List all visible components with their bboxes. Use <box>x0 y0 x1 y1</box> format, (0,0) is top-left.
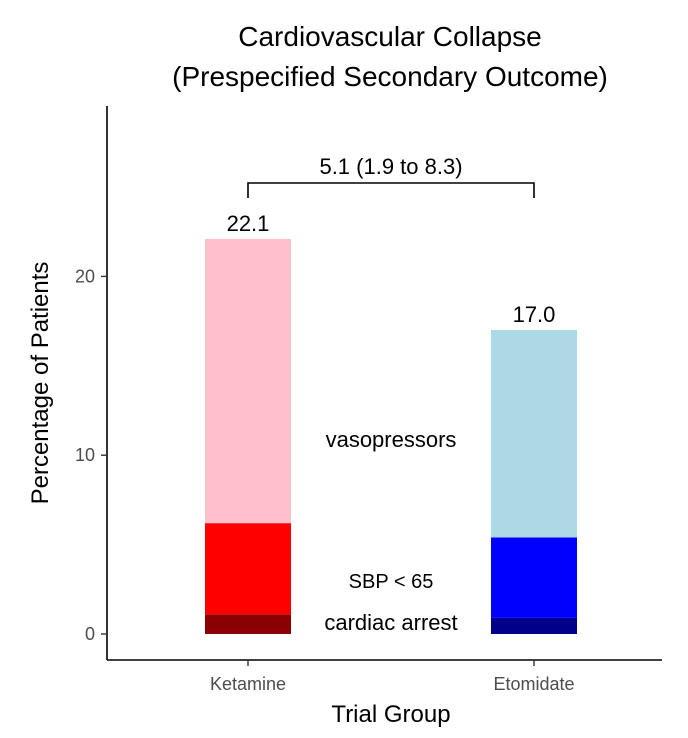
y-tick-label-0: 0 <box>85 624 95 644</box>
annotation-sbp: SBP < 65 <box>349 571 434 593</box>
bar-ketamine-vasopressors <box>205 238 291 524</box>
y-ticks-group: 0 10 20 <box>75 266 107 644</box>
bar-etomidate-cardiac-arrest <box>491 617 577 634</box>
x-axis-label: Trial Group <box>331 701 450 728</box>
difference-bracket <box>247 182 535 198</box>
annotation-vasopressors: vasopressors <box>326 427 457 452</box>
y-tick-label-10: 10 <box>75 445 95 465</box>
x-tick-label-etomidate: Etomidate <box>493 674 574 694</box>
y-axis-label: Percentage of Patients <box>27 262 54 505</box>
bar-ketamine-sbp-65 <box>205 523 291 615</box>
chart-title-line2: (Prespecified Secondary Outcome) <box>172 61 608 92</box>
bar-ketamine-cardiac-arrest <box>205 614 291 634</box>
x-tick-label-ketamine: Ketamine <box>210 674 286 694</box>
bar-etomidate-vasopressors <box>491 330 577 538</box>
difference-label: 5.1 (1.9 to 8.3) <box>319 154 462 179</box>
total-label-ketamine: 22.1 <box>227 211 270 236</box>
bar-etomidate-sbp-65 <box>491 537 577 618</box>
y-tick-label-20: 20 <box>75 266 95 286</box>
bars-group <box>205 238 577 634</box>
annotation-cardiac-arrest: cardiac arrest <box>324 610 457 635</box>
total-label-etomidate: 17.0 <box>513 302 556 327</box>
chart-title-line1: Cardiovascular Collapse <box>238 21 541 52</box>
